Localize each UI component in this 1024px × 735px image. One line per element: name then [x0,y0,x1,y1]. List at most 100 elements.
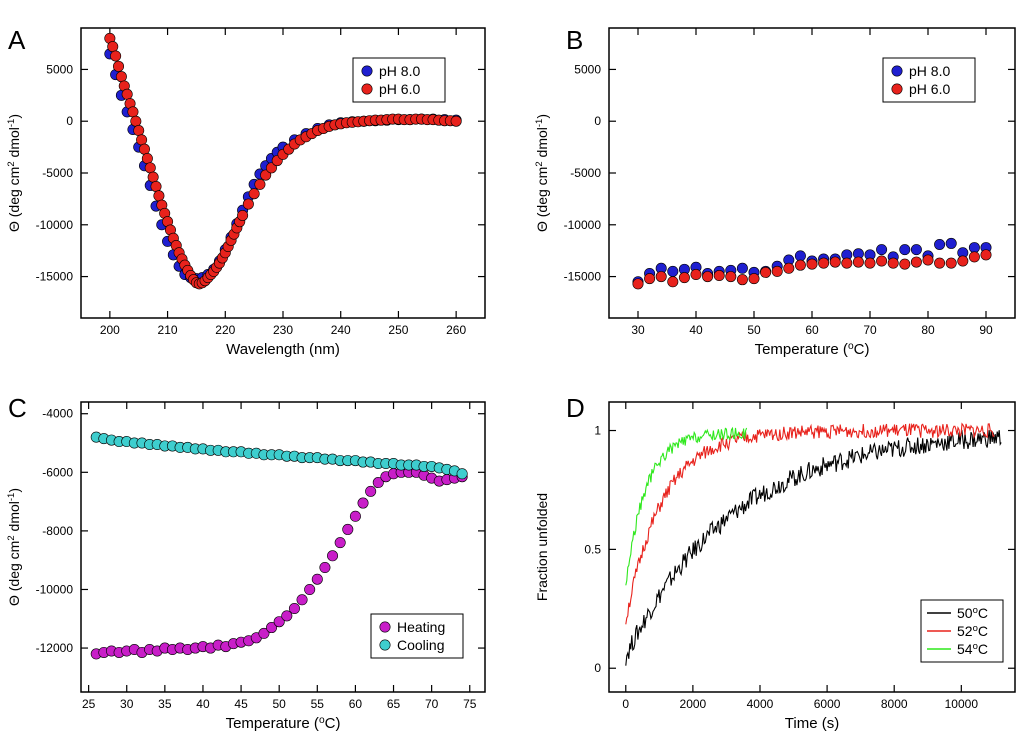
data-point-ph-6-0 [260,169,272,181]
data-point-ph-6-0 [147,171,159,183]
legend-marker [361,83,373,95]
legend-marker [379,639,391,651]
data-point-ph-6-0 [794,259,806,271]
legend-label: pH 8.0 [909,63,950,79]
data-point-ph-6-0 [713,270,725,282]
data-area [625,422,1002,666]
data-point-heating [357,497,369,509]
data-point-ph-6-0 [141,153,153,165]
y-tick-label: -10000 [36,218,74,232]
y-tick-label: 0 [594,661,601,675]
data-point-ph-6-0 [910,256,922,268]
legend-label: Heating [397,619,445,635]
data-point-ph-6-0 [237,209,249,221]
y-axis-label: Θ (deg cm2 dmol-1) [534,114,551,232]
data-point-ph-6-0 [678,272,690,284]
y-tick-label: -6000 [42,465,73,479]
x-tick-label: 35 [158,697,172,711]
data-point-heating [342,523,354,535]
data-point-heating [327,550,339,562]
legend-marker [379,621,391,633]
data-point-heating [349,510,361,522]
data-point-ph-6-0 [450,115,462,127]
data-point-ph-6-0 [852,256,864,268]
legend: pH 8.0 pH 6.0 [882,57,976,103]
data-point-heating [281,610,293,622]
data-point-ph-6-0 [806,258,818,270]
panel-d: D 0 2000 4000 6000 8000 10000 0 0.5 1 Time (s) Frac… [534,393,1016,732]
legend-marker [361,65,373,77]
data-point-ph-6-0 [887,257,899,269]
panel-label: B [566,25,583,55]
data-point-ph-6-0 [127,106,139,118]
data-point-heating [319,562,331,574]
data-point-ph-6-0 [876,255,888,267]
legend-label: pH 6.0 [379,81,420,97]
data-point-ph-6-0 [667,276,679,288]
x-tick-label: 200 [100,323,120,337]
data-point-ph-8-0 [910,244,922,256]
legend-label: Cooling [397,637,444,653]
data-point-heating [311,573,323,585]
x-tick-label: 50 [273,697,287,711]
data-point-ph-6-0 [644,273,656,285]
legend-box [370,613,464,659]
data-point-heating [365,485,377,497]
x-tick-label: 250 [388,323,408,337]
y-tick-label: 5000 [574,62,601,76]
series-line-54c [625,426,748,586]
y-tick-label: -12000 [36,641,74,655]
data-point-ph-6-0 [957,255,969,267]
x-axis-label: Wavelength (nm) [226,341,340,358]
x-tick-label: 260 [446,323,466,337]
x-tick-label: 25 [82,697,96,711]
data-point-ph-6-0 [254,178,266,190]
data-area [104,32,462,290]
x-tick-label: 8000 [881,697,908,711]
y-tick-label: -10000 [564,218,602,232]
plot-frame [608,401,1016,693]
legend-label: 50oC [957,605,988,622]
data-point-ph-6-0 [153,190,165,202]
x-tick-label: 30 [631,323,645,337]
data-point-ph-6-0 [113,60,125,72]
data-point-ph-6-0 [136,134,148,146]
data-point-ph-6-0 [133,125,145,137]
data-point-ph-8-0 [968,242,980,254]
x-tick-label: 4000 [747,697,774,711]
x-tick-label: 60 [349,697,363,711]
legend-marker [891,83,903,95]
y-axis-label: Θ (deg cm2 dmol-1) [6,114,23,232]
x-tick-label: 45 [234,697,248,711]
data-area [632,237,992,290]
legend-box [882,57,976,103]
x-axis-label: Time (s) [785,715,839,732]
data-point-ph-8-0 [934,238,946,250]
legend-box [352,57,446,103]
data-point-ph-6-0 [115,71,127,83]
data-point-ph-6-0 [702,271,714,283]
legend-label: 52oC [957,623,988,640]
data-point-heating [258,627,270,639]
data-point-ph-6-0 [945,257,957,269]
series-line-52c [625,422,995,625]
y-tick-label: -15000 [36,270,74,284]
data-point-ph-6-0 [242,198,254,210]
x-tick-label: 75 [463,697,477,711]
x-tick-label: 70 [863,323,877,337]
x-tick-label: 55 [311,697,325,711]
data-point-ph-6-0 [121,88,133,100]
data-point-ph-6-0 [150,180,162,192]
data-point-ph-6-0 [265,162,277,174]
x-tick-label: 220 [215,323,235,337]
panel-c: C 25 30 35 40 45 50 55 60 65 70 75 -4000 -6000 -8000 -1… [6,393,486,732]
data-point-ph-6-0 [899,258,911,270]
x-tick-label: 210 [158,323,178,337]
data-point-ph-6-0 [144,162,156,174]
data-point-ph-8-0 [667,265,679,277]
data-point-ph-6-0 [783,262,795,274]
y-tick-label: -15000 [564,270,602,284]
x-tick-label: 65 [387,697,401,711]
